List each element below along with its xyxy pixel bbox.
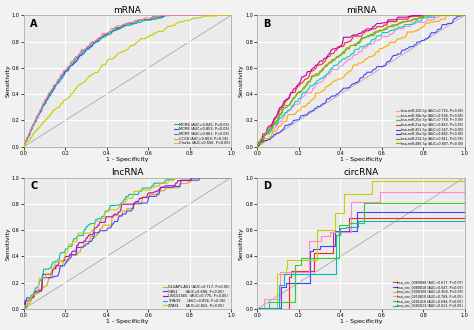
Title: miRNA: miRNA <box>346 6 376 15</box>
Title: mRNA: mRNA <box>113 6 141 15</box>
Legend: hsa_circ_0080888 (AUC=0.617, P<0.05), hsa_circ_0080818 (AUC=0.647, P<0.05), hsa_: hsa_circ_0080888 (AUC=0.617, P<0.05), hs… <box>392 280 464 309</box>
Title: circRNA: circRNA <box>343 168 379 177</box>
Text: D: D <box>264 182 272 191</box>
X-axis label: 1 - Specificity: 1 - Specificity <box>106 319 149 324</box>
Legend: DLGAP1-AS1 (AUC=0.717, P<0.05), OAS1       (AUC=0.696, P<0.05), LINC01565  (AUC=: DLGAP1-AS1 (AUC=0.717, P<0.05), OAS1 (AU… <box>163 284 230 308</box>
Text: C: C <box>30 182 37 191</box>
Legend: MCM4 (AUC=0.845, P<0.05), MCM6 (AUC=0.853, P<0.05), MCM7 (AUC=0.861, P<0.05), CC: MCM4 (AUC=0.845, P<0.05), MCM6 (AUC=0.85… <box>173 122 230 146</box>
X-axis label: 1 - Specificity: 1 - Specificity <box>340 157 382 162</box>
Text: A: A <box>30 19 37 29</box>
X-axis label: 1 - Specificity: 1 - Specificity <box>340 319 382 324</box>
Y-axis label: Sensitivity: Sensitivity <box>239 227 244 260</box>
X-axis label: 1 - Specificity: 1 - Specificity <box>106 157 149 162</box>
Y-axis label: Sensitivity: Sensitivity <box>6 227 10 260</box>
Text: B: B <box>264 19 271 29</box>
Y-axis label: Sensitivity: Sensitivity <box>239 65 244 97</box>
Y-axis label: Sensitivity: Sensitivity <box>6 65 10 97</box>
Legend: hsa-miR-150-5p (AUC=0.716, P<0.05), hsa-miR-16b-5p (AUC=0.594, P<0.05), hsa-miR-: hsa-miR-150-5p (AUC=0.716, P<0.05), hsa-… <box>396 109 464 146</box>
Title: lncRNA: lncRNA <box>111 168 144 177</box>
